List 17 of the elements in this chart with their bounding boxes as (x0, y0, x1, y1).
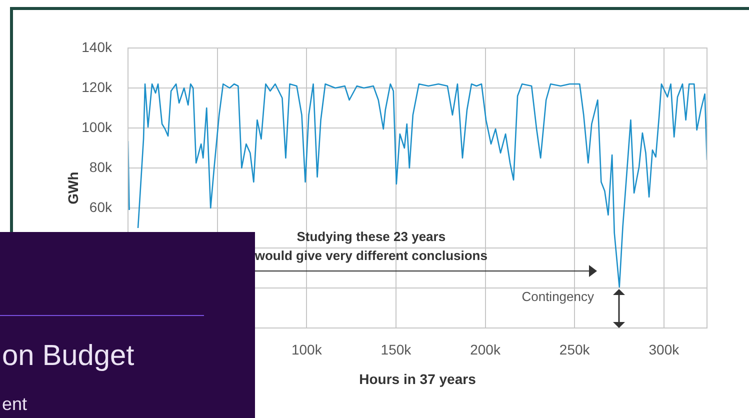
y-axis-title: GWh (65, 170, 81, 206)
y-tick-label: 60k (89, 198, 113, 215)
y-tick-label: 100k (82, 118, 113, 135)
x-axis-title: Hours in 37 years (358, 371, 477, 387)
annotation: Contingency (522, 288, 594, 304)
annotation: Studying these 23 years (296, 228, 447, 244)
annotation: would give very different conclusions (254, 248, 488, 264)
x-tick-label: 150k (380, 341, 412, 358)
y-tick-label: 120k (82, 78, 113, 95)
text: ent (2, 394, 28, 415)
y-tick-label: 80k (89, 158, 113, 175)
x-tick-label: 100k (291, 341, 323, 358)
x-tick-label: 300k (648, 341, 680, 358)
x-tick-label: 250k (559, 341, 591, 358)
text: on Budget (2, 340, 134, 373)
x-tick-label: 200k (470, 341, 502, 358)
y-tick-label: 140k (82, 38, 113, 55)
